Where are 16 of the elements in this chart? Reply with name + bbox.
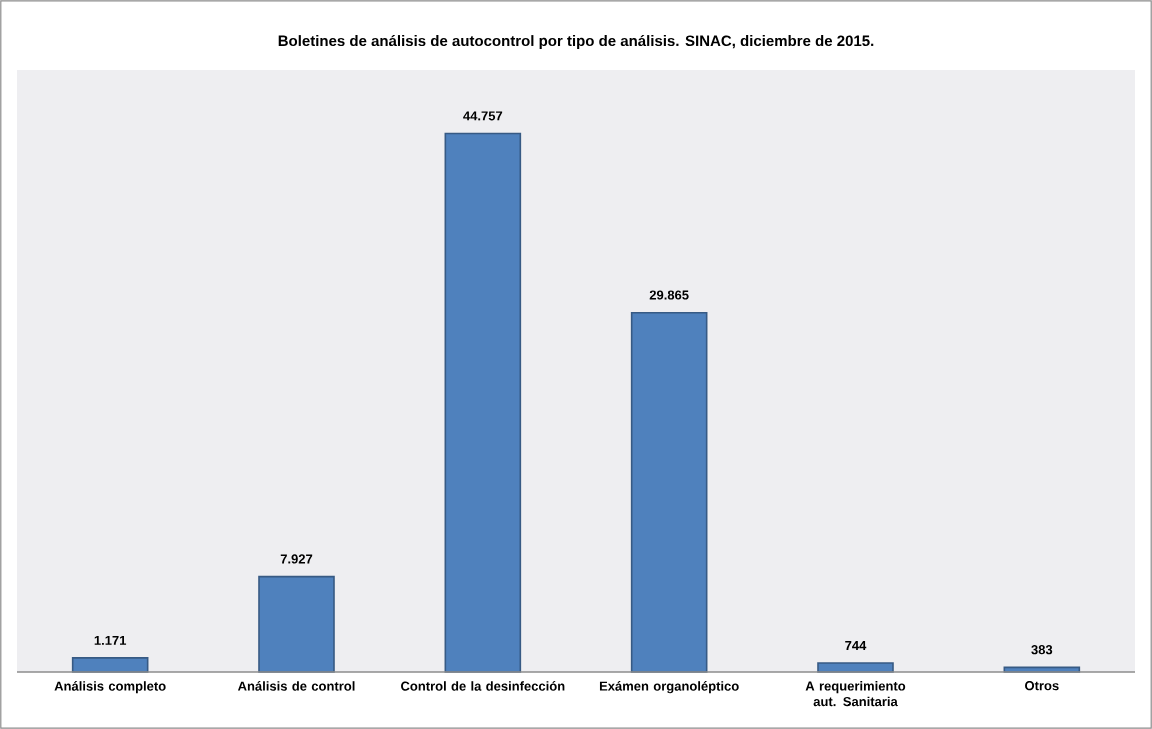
data-label: 744 (845, 641, 867, 650)
bar (444, 132, 522, 673)
x-tick-label: Análisis completo (54, 681, 166, 694)
x-tick-label: A requerimiento aut. Sanitaria (805, 681, 906, 707)
data-label: 44.757 (463, 111, 503, 121)
bar (258, 575, 335, 673)
data-label: 383 (1031, 645, 1053, 655)
data-label: 7.927 (280, 554, 313, 564)
data-label: 29.865 (649, 290, 689, 300)
x-tick-label: Análisis de control (237, 681, 355, 691)
x-tick-label: Exámen organoléptico (599, 681, 739, 694)
x-tick-label: Control de la desinfección (401, 681, 565, 691)
chart-title: Boletines de análisis de autocontrol por tipo de análisis. SINAC, diciembre de 2015. (278, 34, 874, 50)
data-label: 1.171 (94, 635, 127, 645)
bar (630, 311, 708, 673)
x-tick-label: Otros (1025, 681, 1059, 691)
